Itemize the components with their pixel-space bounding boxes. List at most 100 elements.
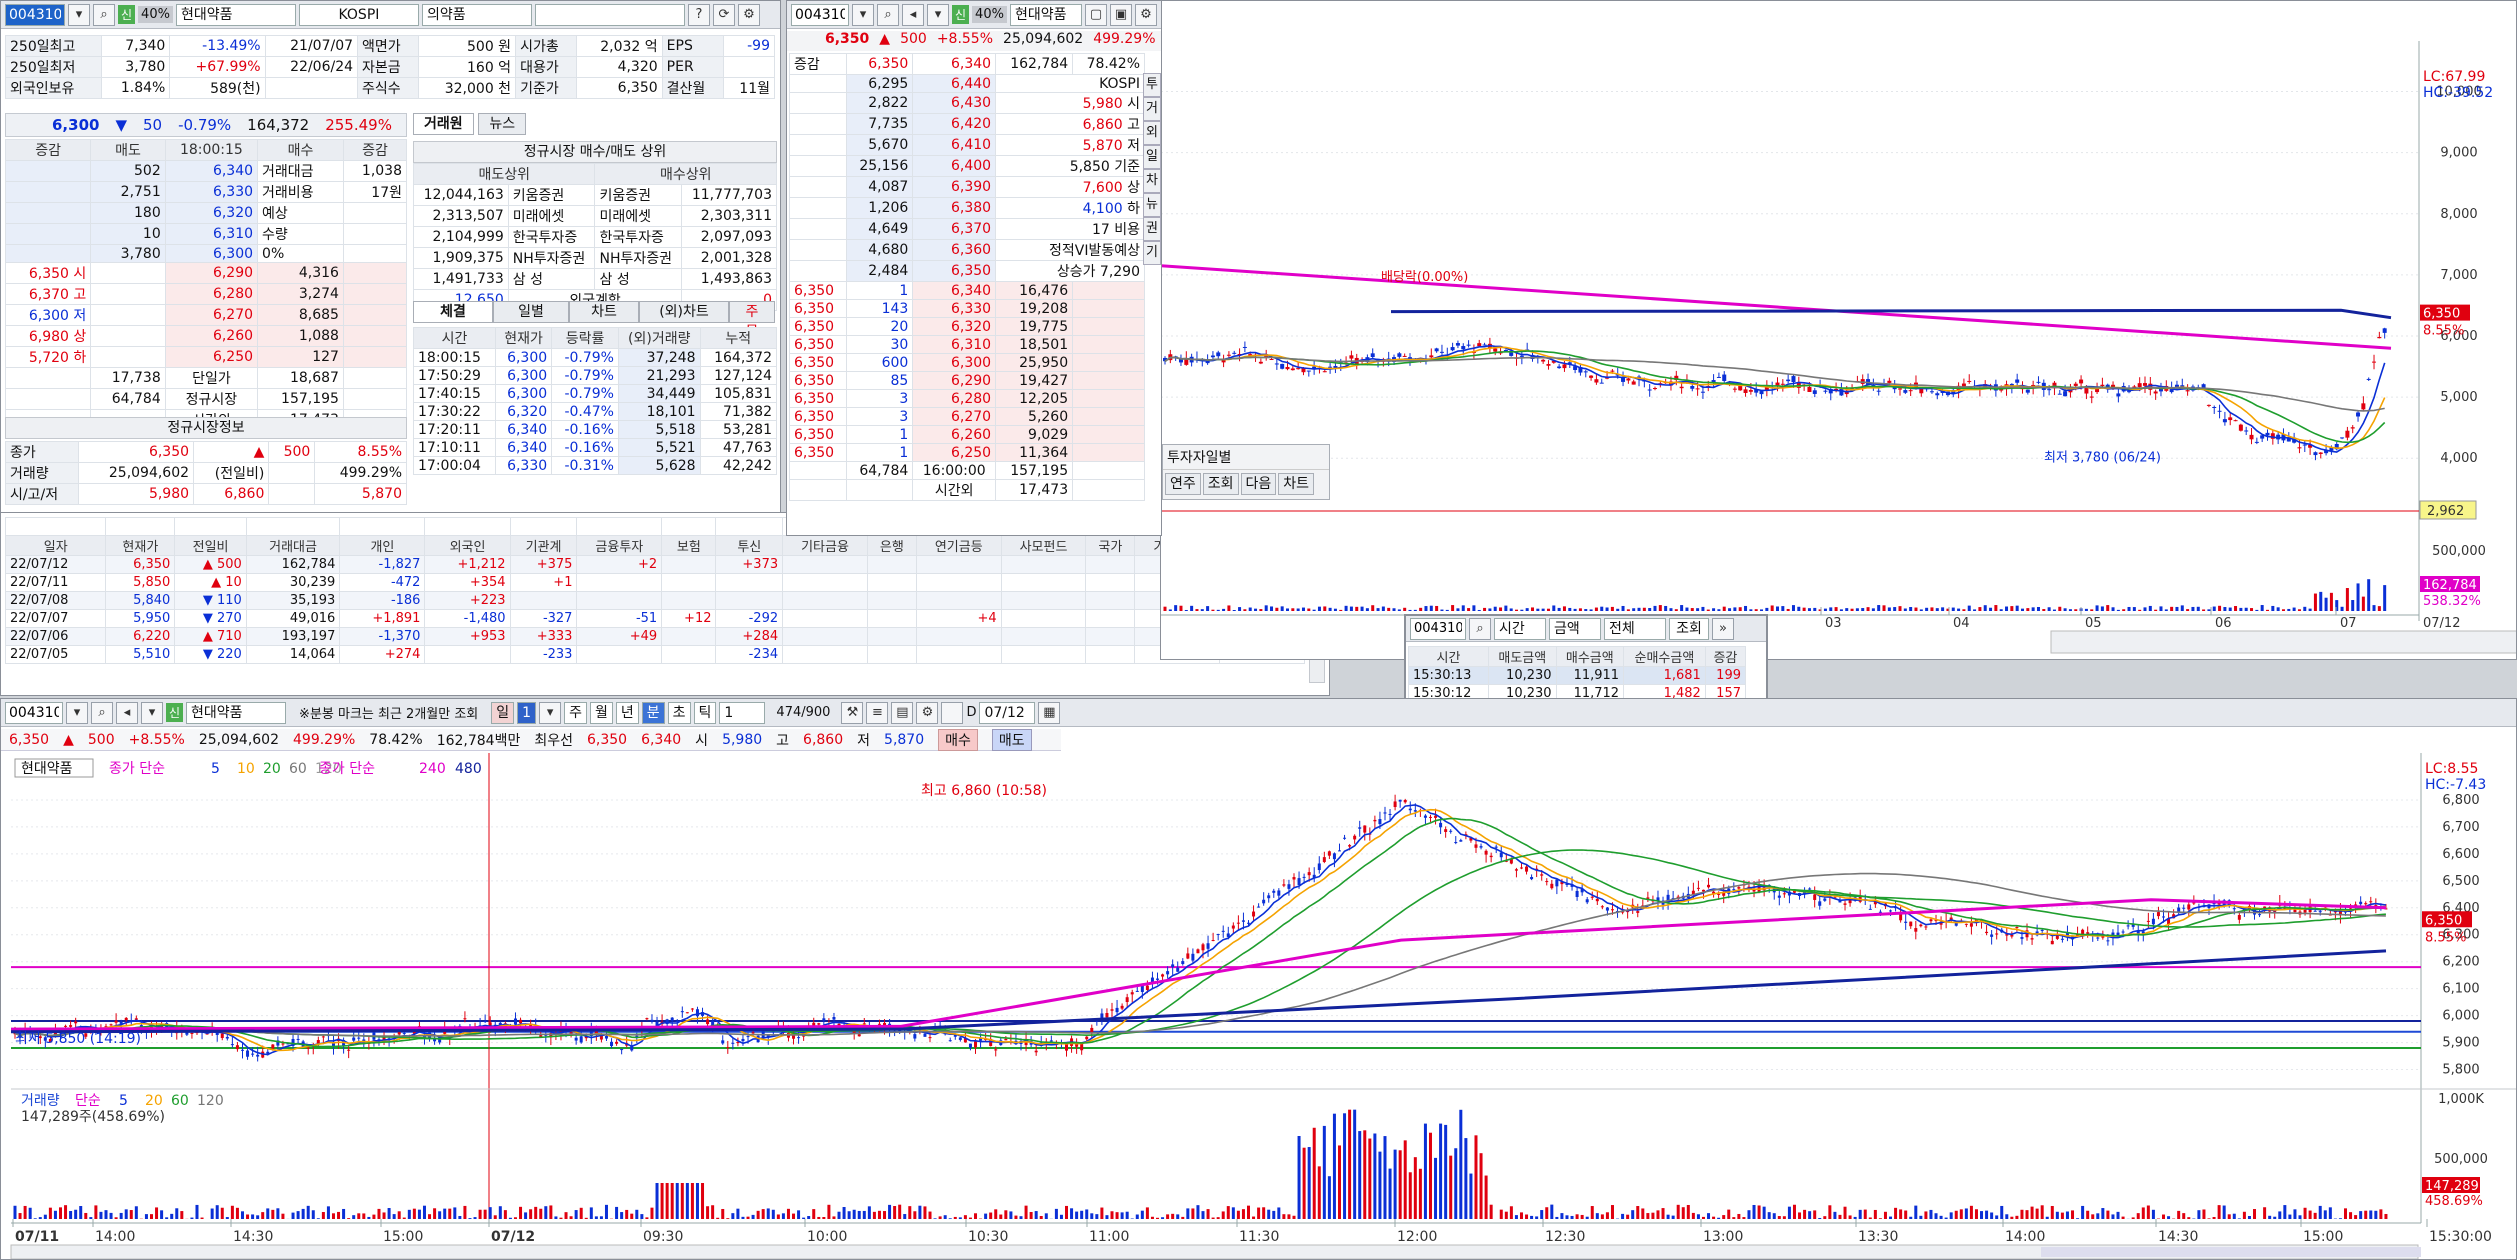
ob2-ask-qty[interactable]: 6,295 [845,74,914,93]
layout-icon[interactable]: ▣ [1110,3,1132,26]
ob2-ask-price[interactable]: 6,350 [912,260,997,282]
count-field[interactable]: 1 [719,701,766,724]
ob2-bid-price[interactable]: 6,260 [912,425,997,444]
dropdown-icon[interactable]: ▾ [852,3,874,26]
ob2-bid-price[interactable]: 6,250 [912,443,997,462]
buy-button[interactable]: 매수 [938,728,978,751]
ob2-ask-qty[interactable]: 4,649 [845,218,914,240]
settings-icon[interactable]: ⚙ [737,3,760,26]
inv-btn-ytd[interactable]: 연주 [1165,473,1201,495]
ob2-vtab[interactable]: 기 [1143,241,1161,265]
speaker-icon[interactable]: ◂ [902,3,924,26]
bid-qty[interactable]: 3,274 [257,283,344,305]
ask-qty[interactable]: 502 [90,160,166,182]
refresh-icon[interactable]: ⟳ [712,3,735,26]
ob2-bid-price[interactable]: 6,320 [912,317,997,336]
ob2-ask-qty[interactable]: 2,822 [845,92,914,114]
unit-second[interactable]: 초 [667,701,691,724]
ob2-ask-price[interactable]: 6,410 [912,134,997,156]
ob2-bid-qty[interactable]: 19,208 [995,299,1074,318]
ask-qty[interactable]: 10 [90,223,166,245]
ob2-ask-price[interactable]: 6,400 [912,155,997,177]
bid-qty[interactable]: 4,316 [257,262,344,284]
tab-foreign-chart[interactable]: (외)차트 [639,301,729,323]
ob2-bid-price[interactable]: 6,330 [912,299,997,318]
minute-name-field[interactable]: 현대약품 [186,701,287,724]
search-icon[interactable]: ⌕ [93,3,115,26]
settings-icon[interactable]: ⚙ [916,701,939,724]
save-icon[interactable]: ▤ [891,701,914,724]
ob2-vtab[interactable]: 투 [1143,73,1161,97]
tick-row[interactable]: 15:30:13 10,230 11,911 1,681 199 [1407,666,1747,685]
stock-name-field[interactable]: 현대약품 [175,3,296,26]
search-icon[interactable]: ⌕ [1469,617,1491,640]
window-icon[interactable]: ▢ [1085,3,1107,26]
unit-month[interactable]: 월 [589,701,613,724]
ob2-bid-price[interactable]: 6,310 [912,335,997,354]
tab-broker[interactable]: 거래원 [413,113,474,135]
ob2-bid-qty[interactable]: 16,476 [995,281,1074,300]
ob2-bid-qty[interactable]: 5,260 [995,407,1074,426]
search-icon[interactable]: ⌕ [877,3,899,26]
ask-qty[interactable]: 2,751 [90,181,166,203]
inv-btn-next[interactable]: 다음 [1240,473,1277,495]
tick-query-button[interactable]: 조회 [1669,617,1709,640]
bid-price[interactable]: 6,290 [164,262,259,284]
help-icon[interactable]: ? [687,3,710,26]
ob2-bid-qty[interactable]: 9,029 [995,425,1074,444]
minute-code-input[interactable] [5,701,63,724]
period-num[interactable]: 1 [517,701,537,724]
ob2-vtab[interactable]: 뉴 [1143,193,1161,217]
bid-price[interactable]: 6,280 [164,283,259,305]
date-field[interactable]: 07/12 [979,701,1036,724]
tab-chart[interactable]: 차트 [569,301,639,323]
unit-tick[interactable]: 틱 [693,701,717,724]
tab-order[interactable]: 주문 [729,301,775,340]
ask-price[interactable]: 6,330 [164,181,259,203]
ob2-bid-price[interactable]: 6,270 [912,407,997,426]
ob2-bid-price[interactable]: 6,280 [912,389,997,408]
ob2-bid-qty[interactable]: 25,950 [995,353,1074,372]
dropdown-icon[interactable]: ▾ [66,701,88,724]
ob2-ask-qty[interactable]: 4,680 [845,239,914,261]
ob2-code-input[interactable] [791,3,849,26]
ob2-ask-price[interactable]: 6,420 [912,113,997,135]
bid-price[interactable]: 6,250 [164,346,259,368]
ob2-bid-price[interactable]: 6,340 [912,281,997,300]
tab-daily[interactable]: 일별 [493,301,569,323]
tick-code-input[interactable] [1410,617,1466,640]
ob2-ask-price[interactable]: 6,370 [912,218,997,240]
ob2-bid-price[interactable]: 6,290 [912,371,997,390]
tick-select-all[interactable]: 전체 [1604,617,1666,640]
unit-week[interactable]: 주 [564,701,587,724]
ob2-ask-qty[interactable]: 5,670 [845,134,914,156]
ob2-ask-price[interactable]: 6,360 [912,239,997,261]
sell-button[interactable]: 매도 [991,728,1032,751]
ob2-name-field[interactable]: 현대약품 [1009,3,1082,26]
bid-price[interactable]: 6,270 [164,304,259,326]
ob2-vtab[interactable]: 권 [1143,217,1161,241]
tick-select-time[interactable]: 시간 [1494,617,1546,640]
ask-qty[interactable]: 3,780 [90,244,166,263]
ob2-vtab[interactable]: 차 [1143,169,1161,193]
ob2-ask-price[interactable]: 6,390 [912,176,997,198]
ob2-bid-qty[interactable]: 12,205 [995,389,1074,408]
ob2-bid-qty[interactable]: 19,775 [995,317,1074,336]
ob2-vtab[interactable]: 거 [1143,97,1161,121]
dropdown-icon[interactable]: ▾ [539,701,562,724]
tab-news[interactable]: 뉴스 [478,113,527,135]
ob2-bid-qty[interactable]: 11,364 [995,443,1074,462]
menu-icon[interactable]: ▾ [927,3,949,26]
ob2-ask-price[interactable]: 6,440 [912,74,997,93]
menu-icon[interactable]: ▾ [141,701,163,724]
daily-row[interactable]: 22/07/12 6,350 ▲ 500 162,784 -1,827 +1,212 +37… [4,555,1305,574]
ob2-bid-price[interactable]: 6,300 [912,353,997,372]
ob2-ask-qty[interactable]: 4,087 [845,176,914,198]
ask-price[interactable]: 6,340 [164,160,259,182]
settings-icon[interactable]: ⚙ [1135,3,1157,26]
daily-row[interactable]: 22/07/055,510▼ 22014,064+274-233-234-43+… [4,645,1305,664]
inv-btn-query[interactable]: 조회 [1202,473,1239,495]
code-input[interactable] [5,3,65,26]
